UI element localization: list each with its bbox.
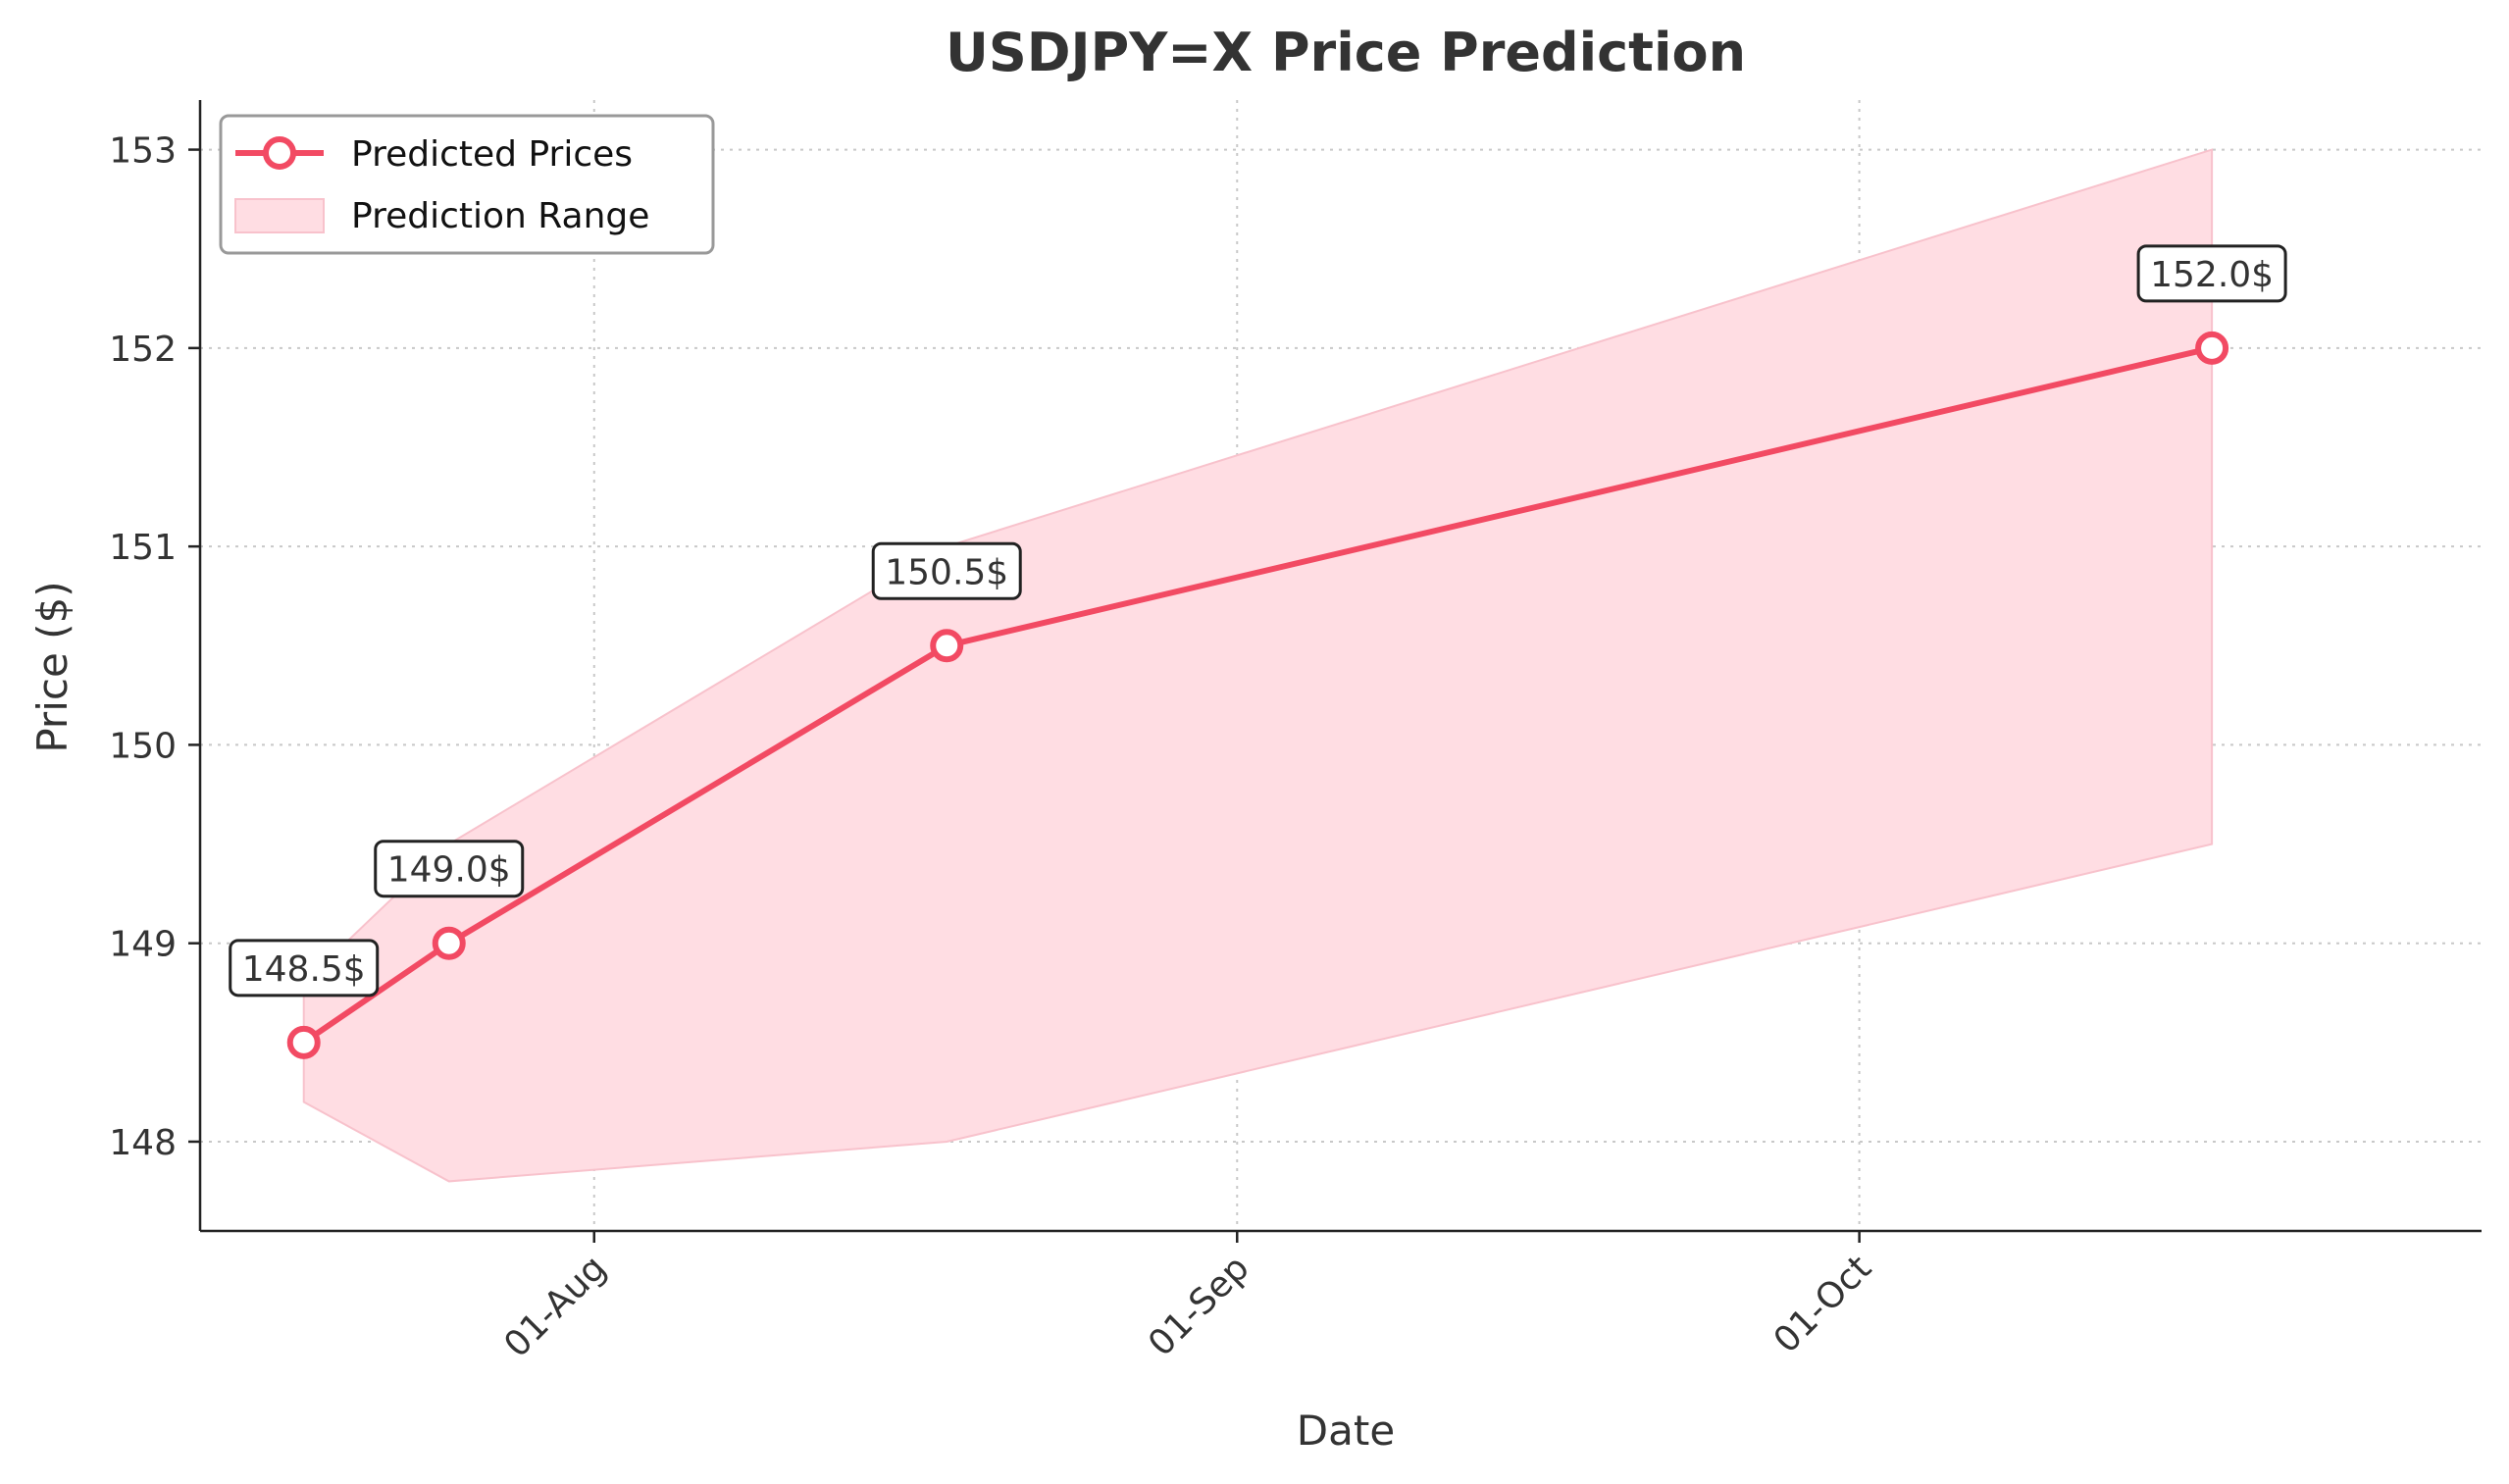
prediction-range-band (302, 148, 2214, 1183)
y-tick-label: 148 (109, 1123, 177, 1163)
price-annotation: 150.5$ (885, 552, 1008, 592)
chart-title: USDJPY=X Price Prediction (946, 22, 1746, 83)
legend-marker-swatch (263, 136, 296, 170)
predicted-price-marker (286, 1025, 321, 1059)
price-annotation: 148.5$ (242, 949, 366, 990)
x-tick-label: 01-Sep (1141, 1248, 1257, 1364)
price-annotation-box (871, 541, 1022, 600)
y-tick-label: 150 (109, 726, 177, 766)
legend-band-swatch (234, 198, 325, 233)
legend-box (219, 114, 715, 255)
predicted-price-marker (2195, 331, 2229, 365)
legend-label-prediction-range: Prediction Range (351, 196, 649, 236)
predicted-price-marker (432, 926, 466, 960)
y-tick-label: 149 (109, 925, 177, 965)
price-annotation-box (374, 840, 525, 898)
legend: Predicted Prices Prediction Range (219, 114, 715, 255)
y-tick-label: 151 (109, 528, 177, 568)
price-annotation-box (2136, 244, 2287, 303)
x-axis-label: Date (1297, 1407, 1395, 1455)
annotation-layer: 148.5$ 149.0$ 150.5$ 152.0$ (229, 244, 2287, 998)
y-tick-label: 152 (109, 330, 177, 370)
y-axis-label: Price ($) (28, 581, 77, 752)
y-tick-label: 153 (109, 131, 177, 172)
legend-label-predicted-prices: Predicted Prices (351, 134, 633, 175)
x-tick-label: 01-Oct (1767, 1248, 1879, 1360)
prediction-range-layer (302, 148, 2214, 1183)
x-tick-label: 01-Aug (496, 1248, 614, 1365)
predicted-price-marker (930, 629, 964, 663)
price-annotation: 149.0$ (387, 850, 511, 891)
price-annotation-box (229, 939, 380, 998)
price-annotation: 152.0$ (2150, 255, 2274, 295)
